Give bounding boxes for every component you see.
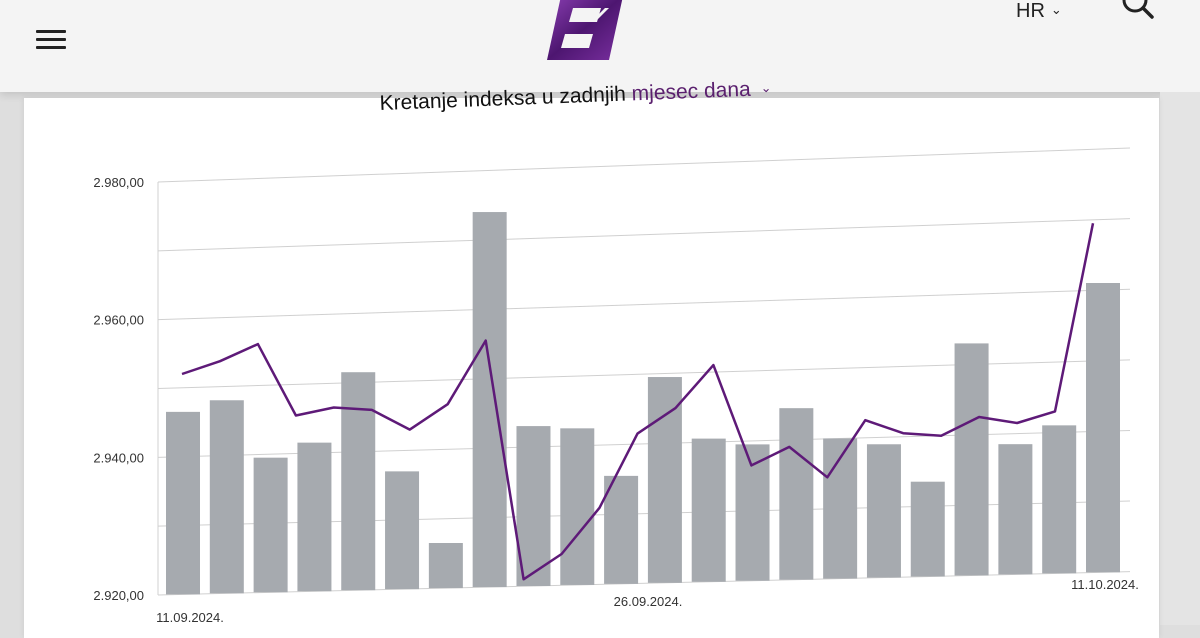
bar	[910, 481, 945, 577]
bar	[735, 444, 770, 581]
grid-line	[157, 218, 1131, 252]
bar	[954, 343, 989, 576]
hamburger-icon[interactable]	[36, 30, 68, 52]
bar	[428, 543, 463, 589]
bar	[1086, 283, 1120, 573]
bar	[166, 411, 200, 595]
brand-logo[interactable]	[543, 0, 629, 68]
bar	[560, 428, 595, 585]
chevron-down-icon: ⌄	[1050, 2, 1062, 17]
bar	[998, 444, 1033, 575]
bar	[779, 408, 814, 580]
bar	[297, 442, 332, 592]
index-chart: 2.920,00 2.940,00 2.960,00 2.980,00 11.09.20…	[93, 147, 1139, 625]
language-selector[interactable]: HR ⌄	[1016, 0, 1062, 22]
y-tick-label: 2.920,00	[93, 588, 144, 603]
bar	[472, 212, 507, 588]
x-tick-label: 11.09.2024.	[156, 610, 224, 625]
bar	[604, 475, 639, 584]
search-icon[interactable]	[1118, 0, 1158, 22]
top-bar: HR ⌄	[0, 0, 1200, 92]
bar	[691, 438, 726, 582]
index-line	[181, 223, 1095, 581]
bar	[385, 471, 420, 590]
bar	[253, 457, 288, 593]
bar	[866, 444, 901, 578]
bar	[1042, 425, 1077, 574]
side-shadow	[1160, 92, 1200, 625]
bar	[341, 372, 376, 591]
y-tick-label: 2.940,00	[93, 450, 144, 465]
bar	[647, 377, 682, 583]
x-tick-label: 26.09.2024.	[614, 594, 683, 609]
grid-line	[157, 288, 1131, 321]
bar	[516, 426, 551, 586]
y-tick-label: 2.980,00	[93, 175, 144, 190]
bar	[823, 438, 858, 579]
bar	[209, 400, 244, 594]
language-label: HR	[1016, 0, 1045, 22]
x-tick-label: 11.10.2024.	[1071, 577, 1139, 592]
y-tick-label: 2.960,00	[93, 313, 144, 328]
grid-line	[157, 147, 1131, 183]
